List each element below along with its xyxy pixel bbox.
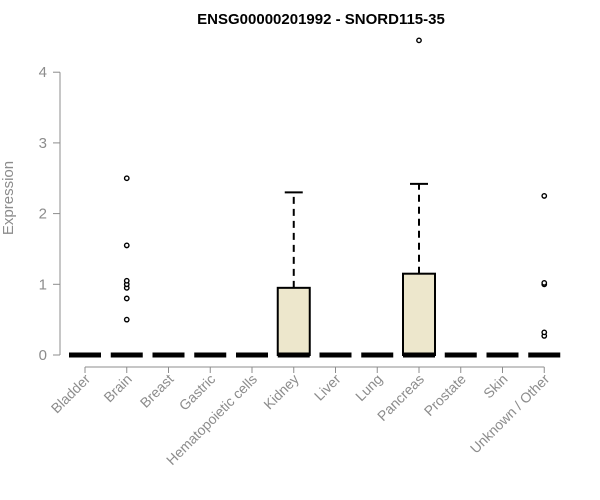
outlier-point	[123, 295, 130, 302]
x-tick-label: Lung	[352, 371, 385, 404]
y-tick-label: 4	[39, 64, 47, 81]
x-tick-label: Brain	[100, 371, 134, 405]
y-tick-label: 1	[39, 276, 47, 293]
outlier-point	[541, 193, 548, 199]
y-tick-label: 2	[39, 206, 47, 223]
x-tick-label: Unknown / Other	[467, 371, 553, 457]
outlier-point	[541, 279, 548, 286]
y-axis-label: Expression	[0, 161, 17, 235]
y-axis: 0 1 2 3 4	[39, 64, 61, 364]
outlier-point	[123, 175, 130, 182]
chart-title: ENSG00000201992 - SNORD115-35	[197, 11, 445, 28]
x-tick-label: Bladder	[48, 371, 94, 417]
y-tick-label: 3	[39, 135, 47, 152]
outlier-point	[541, 329, 548, 336]
box-pancreas	[402, 37, 436, 358]
x-tick-label: Breast	[137, 371, 177, 411]
outlier-point	[123, 242, 130, 249]
y-tick-label: 0	[39, 347, 47, 364]
x-tick-label: Prostate	[421, 371, 469, 419]
box-unknown-other	[528, 193, 561, 358]
box-rect	[402, 272, 436, 357]
box-group	[69, 37, 561, 358]
box-kidney	[276, 191, 311, 358]
outlier-point	[123, 316, 130, 323]
outlier-point	[123, 277, 130, 284]
x-tick-label: Kidney	[260, 371, 302, 413]
box-brain	[110, 175, 143, 358]
x-tick-label: Liver	[311, 371, 344, 404]
x-tick-label: Skin	[480, 371, 511, 402]
outlier-point	[416, 37, 422, 44]
box-rect	[276, 286, 311, 356]
